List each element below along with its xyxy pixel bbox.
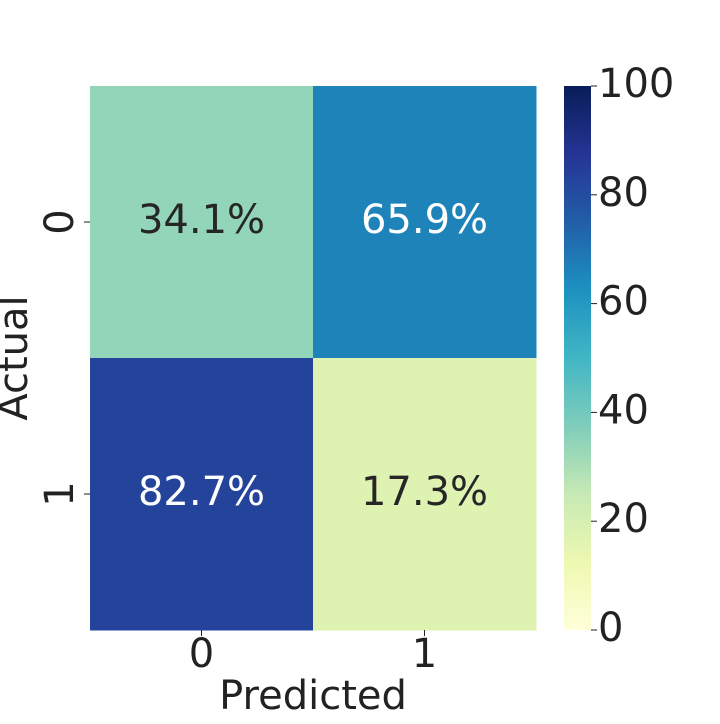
cell-label: 17.3%	[361, 469, 488, 515]
heatmap-cell	[90, 358, 314, 631]
colorbar-tick-label: 60	[598, 279, 649, 325]
x-tick-label: 0	[189, 631, 214, 677]
cell-label: 65.9%	[361, 197, 488, 243]
colorbar-tick-label: 0	[598, 605, 623, 651]
cell-label: 82.7%	[138, 469, 265, 515]
y-tick-label: 1	[37, 481, 83, 506]
colorbar	[564, 86, 591, 630]
heatmap-cell	[313, 86, 537, 359]
heatmap-cell	[90, 86, 314, 359]
cell-label: 34.1%	[138, 197, 265, 243]
colorbar-tick-label: 80	[598, 170, 649, 216]
y-axis-label: Actual	[0, 295, 37, 420]
y-tick-label: 0	[37, 209, 83, 234]
colorbar-tick-label: 20	[598, 496, 649, 542]
x-tick-label: 1	[412, 631, 437, 677]
heatmap-cell	[313, 358, 537, 631]
colorbar-tick-label: 100	[598, 61, 674, 107]
x-axis-label: Predicted	[219, 673, 407, 719]
colorbar-tick-label: 40	[598, 387, 649, 433]
